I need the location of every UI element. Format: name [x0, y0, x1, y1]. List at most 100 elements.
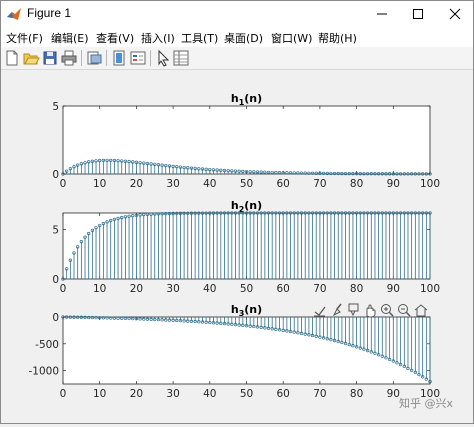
menu-edit[interactable]: 编辑(E) — [51, 32, 89, 45]
stem-marker — [292, 330, 296, 334]
brush-icon[interactable] — [332, 303, 342, 317]
stem-series — [61, 211, 432, 281]
stem-marker — [288, 171, 293, 175]
y-tick-label: -500 — [35, 339, 59, 351]
stem-marker — [167, 164, 172, 168]
figure-toolbar — [1, 47, 473, 70]
stem-marker — [424, 172, 428, 176]
maximize-button[interactable] — [400, 1, 436, 27]
zoom-in-icon[interactable] — [381, 304, 394, 317]
stem-marker — [428, 172, 432, 176]
stem-marker — [211, 211, 216, 215]
zoom-out-icon[interactable] — [398, 304, 411, 317]
menu-desktop[interactable]: 桌面(D) — [224, 32, 264, 45]
y-tick-label: 5 — [52, 101, 59, 113]
data-tips-icon[interactable] — [348, 303, 359, 317]
stem-marker — [186, 166, 190, 170]
stem-marker — [65, 315, 69, 319]
x-tick-label: 100 — [420, 178, 440, 190]
stem-marker — [193, 319, 197, 324]
menu-tools[interactable]: 工具(T) — [181, 32, 219, 45]
axes-toolbar — [314, 303, 428, 318]
stem-marker — [211, 168, 216, 172]
stem-marker — [413, 370, 417, 375]
stem-marker — [373, 211, 377, 215]
stem-marker — [391, 359, 395, 363]
stem-marker — [413, 172, 417, 176]
y-tick-label: 0 — [52, 312, 59, 324]
menu-help[interactable]: 帮助(H) — [318, 32, 357, 45]
stem-marker — [263, 326, 267, 330]
open-file-icon[interactable] — [22, 49, 40, 67]
stem-series — [61, 158, 432, 176]
stem-marker — [237, 323, 241, 327]
stem-marker — [274, 170, 278, 175]
stem-marker — [226, 211, 230, 215]
stem-marker — [365, 172, 370, 176]
stem-marker — [138, 317, 142, 321]
stem-marker — [248, 324, 252, 328]
stem-marker — [175, 165, 179, 169]
stem-marker — [406, 172, 410, 176]
axes-title: h1(n) — [231, 92, 262, 107]
x-tick-label: 40 — [203, 178, 216, 190]
stem-marker — [219, 211, 223, 215]
save-icon[interactable] — [41, 49, 59, 67]
axes-h3[interactable]: h3(n) 0 10 20 30 40 50 60 70 80 90 100 0 -500 -1000 — [28, 303, 440, 400]
stem-marker — [87, 231, 91, 236]
stem-marker — [263, 170, 267, 174]
print-preview-icon[interactable] — [85, 49, 103, 67]
stem-marker — [83, 235, 87, 239]
export-icon[interactable] — [314, 306, 326, 317]
stem-marker — [182, 319, 186, 323]
minimize-icon — [377, 13, 387, 15]
home-icon[interactable] — [414, 304, 428, 317]
stem-marker — [358, 346, 362, 350]
stem-marker — [314, 211, 318, 215]
menu-bar: 文件(F) 编辑(E) 查看(V) 插入(I) 工具(T) 桌面(D) 窗口(W… — [1, 27, 473, 47]
stem-marker — [358, 172, 362, 176]
stem-marker — [83, 161, 87, 165]
stem-marker — [208, 320, 212, 325]
axes-h2[interactable]: h2(n) 0 10 20 30 40 50 60 70 80 90 100 0 5 — [52, 199, 440, 295]
x-tick-label: 50 — [240, 178, 253, 190]
x-tick-label: 30 — [166, 388, 179, 400]
stem-marker — [340, 340, 344, 345]
stem-marker — [241, 169, 245, 174]
stem-marker — [131, 317, 135, 321]
stem-marker — [332, 171, 337, 176]
stem-marker — [61, 277, 65, 281]
menu-insert[interactable]: 插入(I) — [141, 32, 175, 45]
stem-marker — [142, 317, 146, 321]
stem-marker — [332, 338, 337, 343]
stem-marker — [329, 171, 333, 176]
close-button[interactable] — [437, 1, 473, 27]
title-bar[interactable]: Figure 1 — [1, 1, 473, 27]
menu-view[interactable]: 查看(V) — [96, 32, 135, 45]
stem-marker — [270, 211, 274, 215]
stem-marker — [131, 214, 135, 218]
stem-marker — [281, 328, 285, 333]
stem-marker — [336, 339, 340, 344]
menu-file[interactable]: 文件(F) — [6, 32, 43, 45]
pan-icon[interactable] — [366, 304, 376, 318]
stem-marker — [424, 211, 428, 215]
legend-icon[interactable] — [129, 49, 147, 67]
stem-marker — [101, 158, 106, 163]
axes-h1[interactable]: h1(n) 0 10 20 30 40 50 60 70 80 90 100 0 5 — [52, 92, 440, 190]
print-icon[interactable] — [60, 49, 78, 67]
new-figure-icon[interactable] — [3, 49, 21, 67]
stem-marker — [90, 159, 95, 163]
stem-marker — [288, 211, 293, 215]
stem-marker — [244, 169, 249, 174]
stem-marker — [156, 212, 161, 216]
stem-marker — [98, 316, 102, 320]
stem-marker — [277, 211, 282, 215]
property-editor-icon[interactable] — [172, 49, 190, 67]
stem-marker — [347, 171, 351, 176]
stem-marker — [90, 315, 95, 320]
colorbar-icon[interactable] — [110, 49, 128, 67]
minimize-button[interactable] — [364, 1, 400, 27]
pointer-icon[interactable] — [154, 49, 172, 67]
menu-window[interactable]: 窗口(W) — [271, 32, 313, 45]
